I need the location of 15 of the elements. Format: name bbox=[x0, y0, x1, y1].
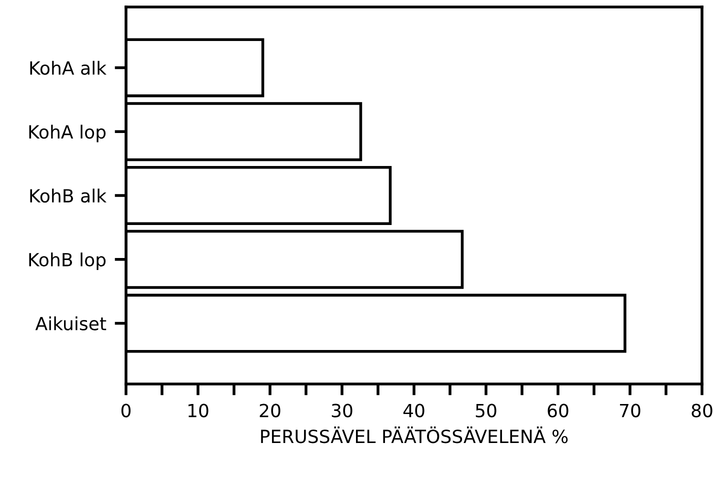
x-tick-label: 10 bbox=[188, 404, 208, 418]
x-tick-label: 60 bbox=[548, 404, 568, 418]
x-tick-label: 70 bbox=[620, 404, 640, 418]
y-tick-label: KohA alk bbox=[30, 60, 107, 75]
x-tick-label: 80 bbox=[692, 404, 712, 418]
y-tick-label: KohB lop bbox=[29, 252, 106, 270]
y-tick-label: KohB alk bbox=[30, 188, 107, 203]
x-tick-label: 0 bbox=[121, 404, 131, 418]
x-tick-label: 20 bbox=[260, 404, 280, 418]
y-tick-label: KohA lop bbox=[29, 124, 106, 142]
x-tick-label: 40 bbox=[403, 404, 424, 418]
x-tick-label: 50 bbox=[476, 404, 496, 418]
x-tick-label: 30 bbox=[332, 404, 352, 418]
y-tick-label: Aikuiset bbox=[35, 316, 106, 330]
x-axis-title: PERUSSÄVEL PÄÄTÖSSÄVELENÄ % bbox=[261, 426, 568, 444]
